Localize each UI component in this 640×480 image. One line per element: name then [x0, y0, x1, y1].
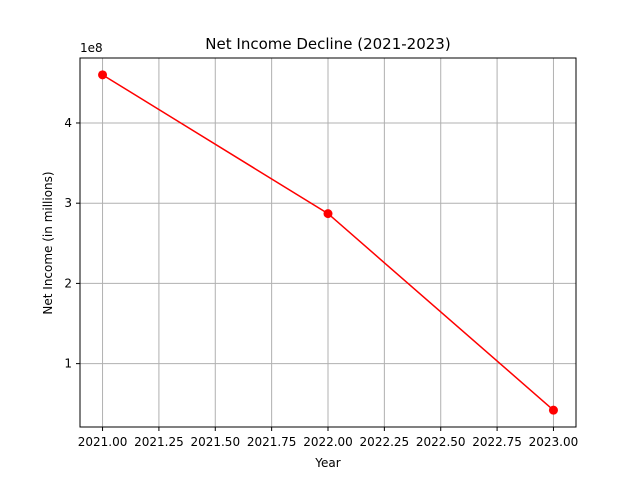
axis-ticks: 2021.00 2021.25 2021.50 2021.75 2022.00 2022.… [64, 116, 578, 449]
y-tick-label: 2 [64, 276, 72, 290]
data-point [323, 209, 333, 219]
data-point [98, 70, 108, 80]
y-tick-label: 4 [64, 116, 72, 130]
x-tick-label: 2021.75 [247, 435, 297, 449]
y-tick-label: 3 [64, 196, 72, 210]
x-tick-label: 2021.00 [78, 435, 128, 449]
grid [80, 58, 576, 427]
x-tick-label: 2022.50 [416, 435, 466, 449]
x-tick-label: 2022.75 [472, 435, 522, 449]
data-point [548, 405, 558, 415]
x-tick-label: 2022.25 [360, 435, 410, 449]
plot-frame [79, 57, 577, 428]
x-axis-label: Year [314, 456, 340, 470]
x-tick-label: 2022.00 [303, 435, 353, 449]
series-layer [98, 70, 558, 415]
y-tick-label: 1 [64, 357, 72, 371]
x-tick-label: 2023.00 [529, 435, 579, 449]
x-tick-label: 2021.25 [134, 435, 184, 449]
chart-title: Net Income Decline (2021-2023) [205, 35, 450, 53]
x-tick-label: 2021.50 [190, 435, 240, 449]
y-offset-label: 1e8 [80, 41, 103, 55]
y-axis-label: Net Income (in millions) [41, 171, 55, 314]
